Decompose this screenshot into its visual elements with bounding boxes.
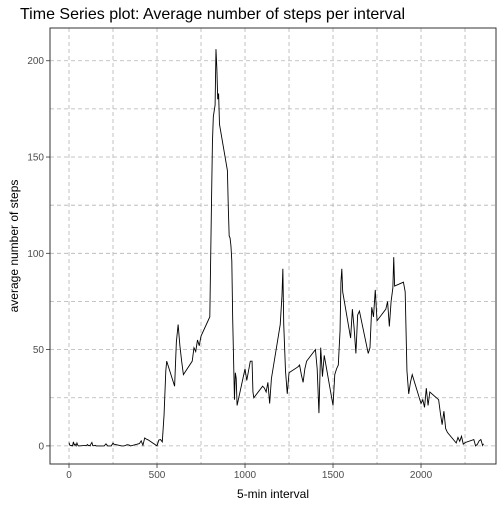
data-line [68,49,484,448]
y-tick-label: 150 [27,153,44,164]
chart-title: Time Series plot: Average number of step… [20,6,405,23]
x-tick-label: 500 [149,470,166,481]
y-tick-label: 0 [38,441,44,452]
y-tick-label: 50 [33,345,45,356]
x-tick-label: 0 [66,470,72,481]
x-axis-label: 5-min interval [237,487,309,501]
plot-border [49,27,497,465]
x-tick-label: 1000 [234,470,257,481]
y-axis-label: average number of steps [7,180,21,313]
y-tick-label: 100 [27,249,44,260]
x-tick-label: 2000 [410,470,433,481]
x-tick-label: 1500 [322,470,345,481]
y-tick-label: 200 [27,56,44,67]
